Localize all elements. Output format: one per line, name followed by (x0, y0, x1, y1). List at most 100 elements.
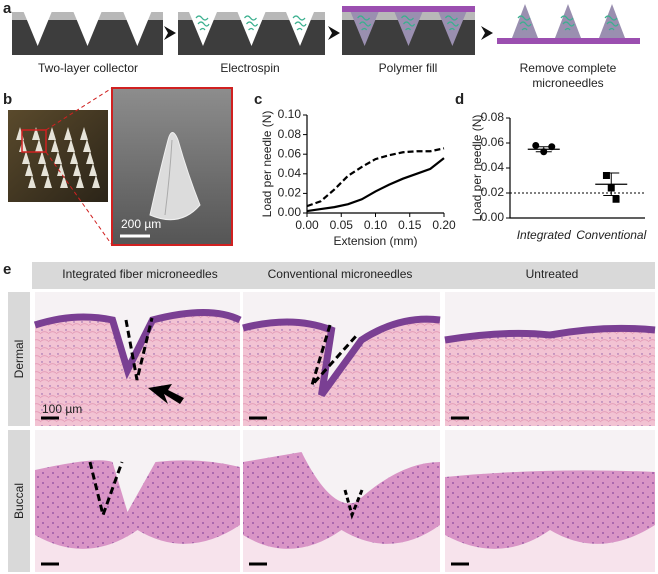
x-tick-label: 0.15 (398, 218, 422, 232)
scale-bar-label: 100 µm (42, 402, 82, 416)
cone (38, 151, 46, 164)
needle-outline (124, 317, 154, 381)
column-header: Conventional microneedles (268, 267, 413, 281)
row-header: Dermal (12, 340, 26, 379)
epithelium (35, 460, 240, 549)
cone (80, 127, 88, 140)
photo (8, 87, 113, 246)
histology (33, 292, 656, 572)
step-label: microneedles (532, 76, 603, 90)
data-point (540, 148, 548, 156)
microneedle (555, 4, 581, 38)
panel-label: c (254, 91, 262, 108)
data-point (612, 195, 620, 203)
x-tick-label: Conventional (576, 228, 646, 242)
cone (76, 175, 84, 188)
cone (60, 175, 68, 188)
cone (70, 151, 78, 164)
y-axis-label: Load per needle (N) (470, 115, 484, 222)
cone (51, 139, 59, 152)
needle-outline (343, 489, 364, 520)
epithelium (243, 452, 440, 549)
data-point (602, 172, 610, 179)
polymer-layer (342, 6, 475, 12)
fiber (244, 15, 259, 31)
axes (509, 118, 645, 219)
y-tick-label: 0.08 (481, 110, 505, 124)
step-label: Two-layer collector (38, 61, 138, 75)
y-tick-label: 0.02 (278, 186, 302, 200)
y-tick-label: 0.00 (481, 210, 505, 224)
arrow (164, 26, 176, 40)
cone (48, 127, 56, 140)
data-point (607, 184, 615, 192)
row-header-bar (8, 430, 30, 572)
y-tick-label: 0.02 (481, 185, 505, 199)
sem-image: 200 µm (111, 87, 233, 246)
arrow (481, 26, 493, 40)
arrow (148, 384, 184, 404)
charts: 0.00 0.02 0.04 0.06 0.08 0.10 Load per needle … (260, 107, 646, 248)
x-tick-label: 0.20 (432, 218, 456, 232)
cone (32, 127, 40, 140)
schematic (12, 4, 640, 55)
row-header: Buccal (12, 483, 26, 519)
cone (28, 175, 36, 188)
line-series (306, 147, 445, 208)
epidermis (242, 315, 441, 398)
cone (89, 163, 97, 176)
fiber (560, 15, 575, 31)
y-tick-label: 0.10 (278, 107, 302, 121)
y-axis-label: Load per needle (N) (260, 111, 274, 218)
cone (44, 175, 52, 188)
panel-label: d (455, 91, 464, 108)
epidermis (444, 324, 656, 344)
axes (306, 115, 444, 214)
cone (22, 151, 30, 164)
step-label: Remove complete (520, 61, 617, 75)
base (497, 38, 640, 44)
tissue (445, 328, 655, 426)
cone (64, 127, 72, 140)
panel-label: b (3, 91, 12, 108)
x-tick-label: Integrated (517, 228, 571, 242)
cone (92, 175, 100, 188)
mold-cavity (23, 12, 52, 46)
epithelium (445, 470, 655, 549)
cone (86, 151, 94, 164)
y-tick-label: 0.08 (278, 127, 302, 141)
column-header-bar (32, 262, 655, 289)
y-tick-label: 0.04 (481, 160, 505, 174)
fiber (517, 15, 532, 31)
x-tick-label: 0.00 (295, 218, 319, 232)
fiber (401, 15, 416, 31)
y-tick-label: 0.06 (278, 146, 302, 160)
data-point (548, 143, 556, 151)
step-label: Electrospin (220, 61, 279, 75)
fiber (195, 15, 210, 31)
scale-bar-label: 200 µm (121, 217, 161, 231)
tissue (35, 312, 240, 426)
x-tick-label: 0.05 (330, 218, 354, 232)
arrow (328, 26, 340, 40)
column-header: Untreated (526, 267, 579, 281)
cone (67, 139, 75, 152)
fiber (357, 15, 372, 31)
cone (25, 163, 33, 176)
row-header-bar (8, 292, 30, 426)
x-tick-label: 0.10 (364, 218, 388, 232)
cone (83, 139, 91, 152)
cone (54, 151, 62, 164)
mold-cavity (73, 12, 102, 46)
epidermis (33, 309, 242, 380)
column-header: Integrated fiber microneedles (62, 267, 217, 281)
data-point (532, 142, 540, 149)
microneedle (512, 4, 538, 38)
cone (35, 139, 43, 152)
microneedle (599, 4, 625, 38)
panel-label: a (3, 0, 12, 17)
fiber (444, 15, 459, 31)
x-axis-label: Extension (mm) (333, 234, 417, 248)
